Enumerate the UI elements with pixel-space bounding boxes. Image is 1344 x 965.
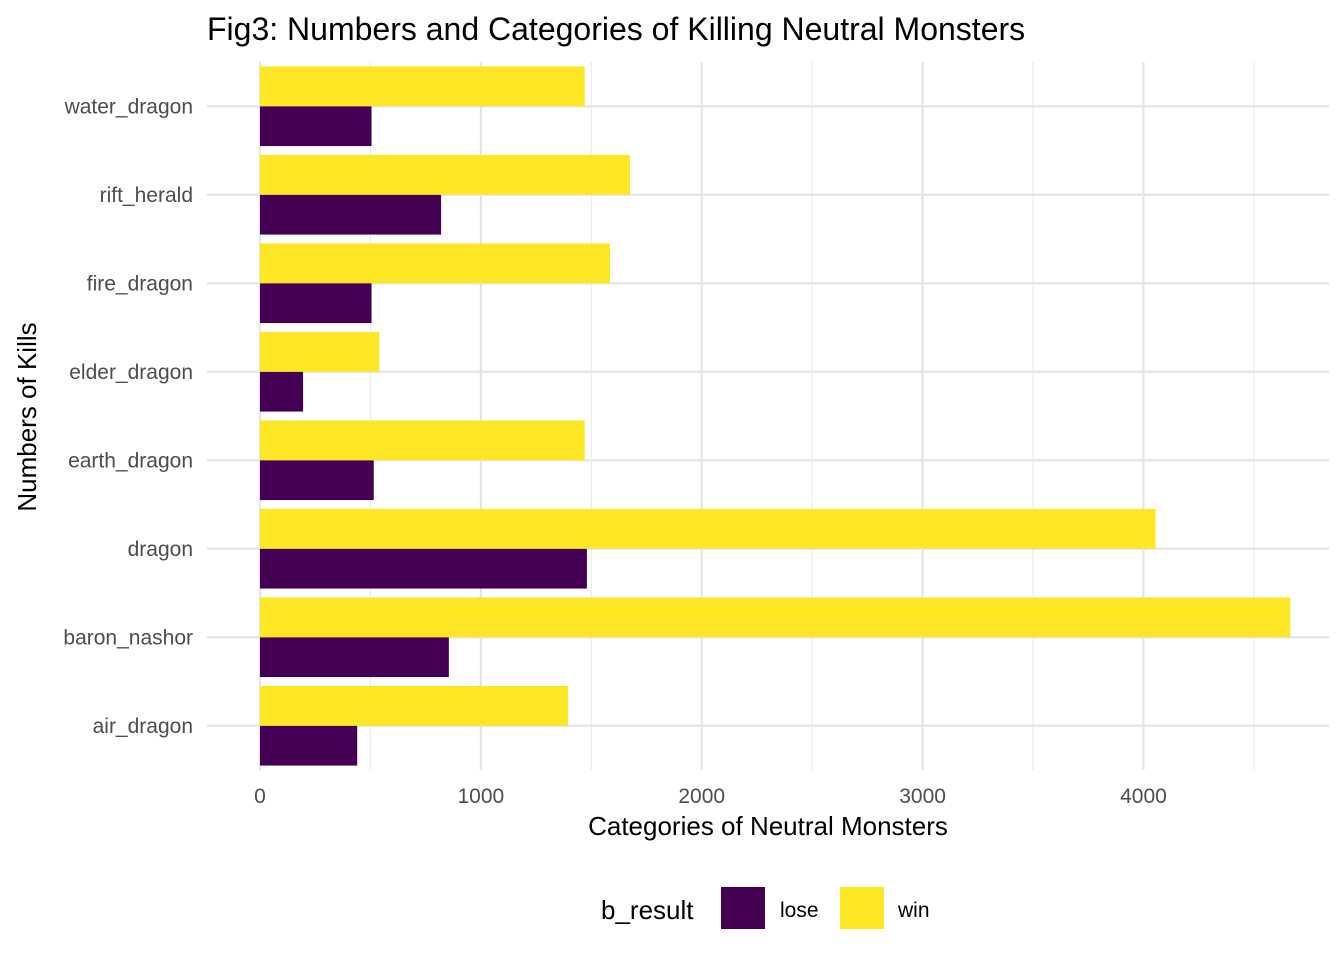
legend-swatch-win [840,887,884,929]
x-tick-label: 3000 [899,785,946,808]
bar-win-earth_dragon [260,420,585,461]
y-axis-label: Numbers of Kills [12,322,42,511]
bar-lose-earth_dragon [260,460,374,501]
y-tick-label: rift_herald [100,184,193,207]
x-axis-label: Categories of Neutral Monsters [588,811,948,841]
x-tick-label: 1000 [458,785,505,808]
bar-lose-air_dragon [260,725,358,766]
y-tick-label: baron_nashor [63,626,193,649]
y-tick-label: air_dragon [93,715,193,738]
bar-win-water_dragon [260,66,585,107]
y-tick-label: fire_dragon [87,272,193,295]
bar-win-fire_dragon [260,243,611,284]
bar-win-dragon [260,508,1156,549]
chart-title: Fig3: Numbers and Categories of Killing … [207,11,1025,47]
bar-layer [260,66,1291,766]
x-tick-label: 0 [254,785,266,808]
bar-lose-water_dragon [260,106,372,147]
legend: b_result lose win [601,887,930,929]
bar-lose-baron_nashor [260,637,449,678]
legend-label-lose: lose [780,899,819,922]
bar-win-baron_nashor [260,597,1291,638]
bar-lose-rift_herald [260,194,442,235]
bar-win-elder_dragon [260,331,380,372]
x-tick-label: 4000 [1120,785,1167,808]
bar-lose-dragon [260,548,587,589]
y-tick-labels: air_dragon baron_nashor dragon earth_dragon… [63,95,193,738]
legend-swatch-lose [721,887,765,929]
bar-lose-elder_dragon [260,371,304,412]
y-tick-label: dragon [128,538,193,561]
x-tick-label: 2000 [678,785,725,808]
legend-label-win: win [897,899,930,922]
y-tick-label: water_dragon [64,95,193,118]
legend-title: b_result [601,895,694,925]
bar-win-rift_herald [260,154,630,195]
bar-lose-fire_dragon [260,283,372,324]
x-tick-labels: 0 1000 2000 3000 4000 [254,785,1167,808]
y-tick-label: elder_dragon [69,361,193,384]
bar-win-air_dragon [260,685,569,726]
y-tick-label: earth_dragon [68,449,193,472]
